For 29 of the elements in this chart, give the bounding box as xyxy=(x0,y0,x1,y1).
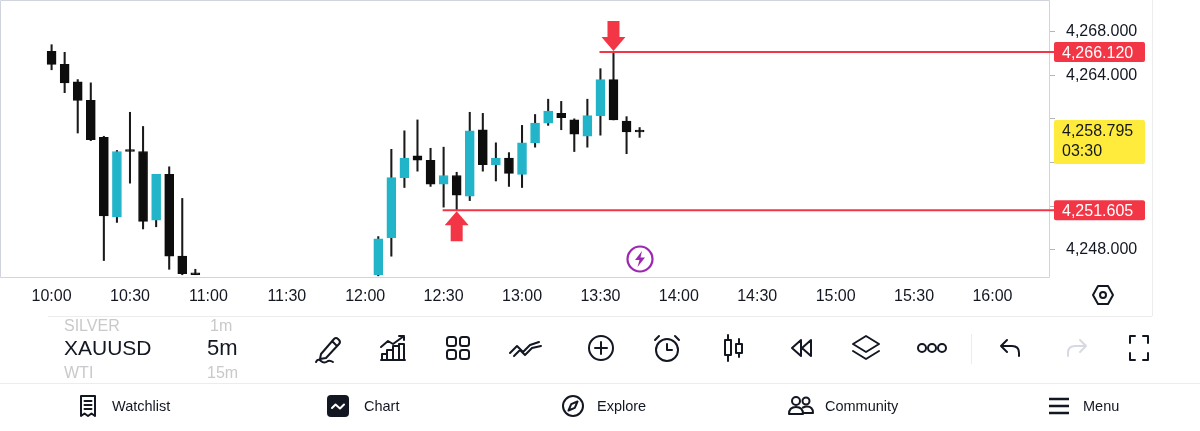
candlestick xyxy=(412,119,423,172)
ref-line-label: 4,266.120 xyxy=(1062,43,1134,61)
candlestick xyxy=(125,111,135,184)
text: Watchlist xyxy=(112,398,171,414)
y-tick-label: 4,268.000 xyxy=(1066,22,1138,40)
y-tick-label: 4,248.000 xyxy=(1066,240,1138,258)
text: Menu xyxy=(1083,398,1120,414)
x-tick-label: 14:30 xyxy=(737,287,778,305)
text: XAUUSD xyxy=(64,336,152,359)
x-tick-label: 11:00 xyxy=(188,287,228,305)
text: 5m xyxy=(207,335,238,360)
x-tick-label: 10:00 xyxy=(31,287,72,305)
x-tick-label: 16:00 xyxy=(972,287,1013,305)
text: Community xyxy=(825,398,899,414)
x-tick-label: 11:30 xyxy=(267,287,307,305)
x-tick-label: 10:30 xyxy=(109,287,151,305)
x-tick-label: 12:30 xyxy=(423,287,464,305)
ref-line-label: 4,251.605 xyxy=(1062,201,1134,219)
x-tick-label: 13:00 xyxy=(502,287,543,305)
x-tick-label: 14:00 xyxy=(658,287,699,305)
y-tick-label: 4,264.000 xyxy=(1066,65,1138,83)
text: 03:30 xyxy=(1062,142,1103,160)
text: Chart xyxy=(364,398,400,414)
text: 4,258.795 xyxy=(1062,122,1134,140)
text: Explore xyxy=(597,398,647,414)
x-tick-label: 12:00 xyxy=(345,287,386,305)
x-tick-label: 13:30 xyxy=(580,287,621,305)
x-tick-label: 15:00 xyxy=(815,287,856,305)
x-tick-label: 15:30 xyxy=(894,287,935,305)
